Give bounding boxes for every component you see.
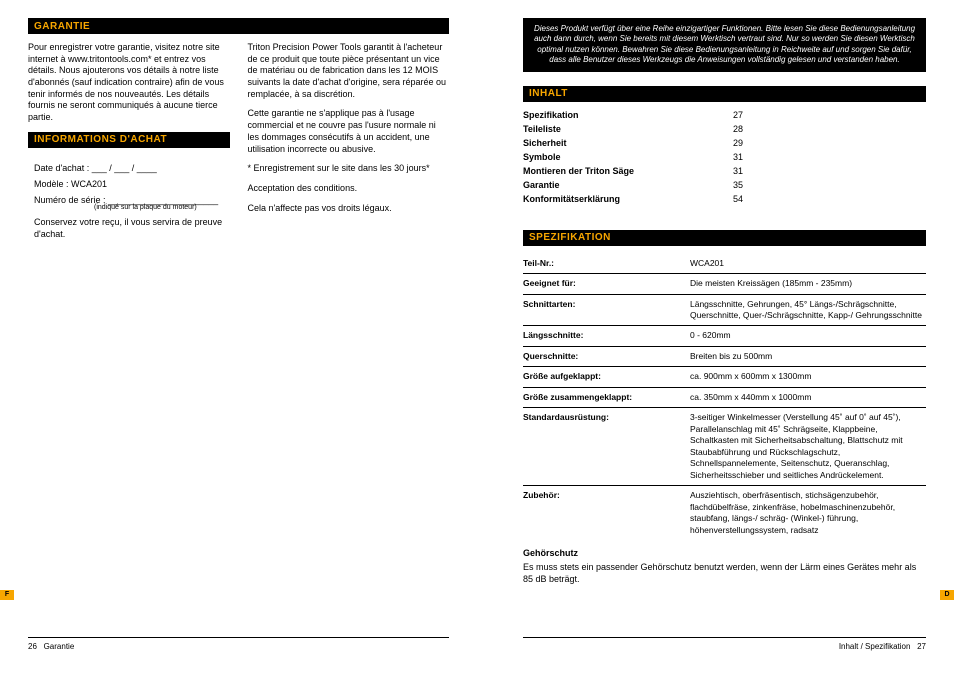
- spez-heading: SPEZIFIKATION: [523, 232, 617, 243]
- left-two-columns: Pour enregistrer votre garantie, visitez…: [28, 42, 449, 245]
- spec-row: Längsschnitte: 0 - 620mm: [523, 326, 926, 346]
- toc-label: Montieren der Triton Säge: [523, 166, 733, 176]
- spec-label: Querschnitte:: [523, 351, 678, 362]
- spec-row: Geeignet für: Die meisten Kreissägen (185…: [523, 274, 926, 294]
- toc-row: Garantie35: [523, 180, 926, 190]
- footer-left-group: 26 Garantie: [28, 642, 74, 651]
- warranty-p2: Cette garantie ne s'applique pas à l'usa…: [248, 108, 450, 155]
- footer-right-group: Inhalt / Spezifikation 27: [839, 642, 926, 651]
- spec-label: Längsschnitte:: [523, 330, 678, 341]
- purchase-model-line: Modèle : WCA201: [34, 176, 224, 192]
- toc-page: 31: [733, 166, 743, 176]
- footer-right-text: Inhalt / Spezifikation: [839, 642, 911, 651]
- spec-label: Schnittarten:: [523, 299, 678, 322]
- toc-label: Spezifikation: [523, 110, 733, 120]
- toc-row: Montieren der Triton Säge31: [523, 166, 926, 176]
- inhalt-heading: INHALT: [523, 88, 574, 99]
- spec-value: 0 - 620mm: [690, 330, 926, 341]
- toc-page: 29: [733, 138, 743, 148]
- warranty-p5: Cela n'affecte pas vos droits légaux.: [248, 203, 450, 215]
- spec-label: Größe aufgeklappt:: [523, 371, 678, 382]
- left-col-1: Pour enregistrer votre garantie, visitez…: [28, 42, 230, 245]
- spec-value: ca. 900mm x 600mm x 1300mm: [690, 371, 926, 382]
- toc-row: Konformitätserklärung54: [523, 194, 926, 204]
- spec-label: Teil-Nr.:: [523, 258, 678, 269]
- spec-row: Teil-Nr.: WCA201: [523, 254, 926, 274]
- gehorschutz-heading: Gehörschutz: [523, 548, 926, 558]
- spec-row: Schnittarten: Längsschnitte, Gehrungen, 4…: [523, 295, 926, 327]
- spec-row: Querschnitte: Breiten bis zu 500mm: [523, 347, 926, 367]
- intro-black-box: Dieses Produkt verfügt über eine Reihe e…: [523, 18, 926, 72]
- spec-row: Standardausrüstung:3-seitiger Winkelmess…: [523, 408, 926, 486]
- garantie-heading-bar: GARANTIE: [28, 18, 449, 34]
- left-col-2: Triton Precision Power Tools garantit à …: [248, 42, 450, 245]
- page-number-26: 26: [28, 642, 37, 651]
- spec-row: Zubehör: Ausziehtisch, oberfräsentisch, s…: [523, 486, 926, 540]
- spec-label: Geeignet für:: [523, 278, 678, 289]
- toc-label: Garantie: [523, 180, 733, 190]
- toc-page: 35: [733, 180, 743, 190]
- toc-label: Teileliste: [523, 124, 733, 134]
- page-spread: GARANTIE Pour enregistrer votre garantie…: [0, 0, 954, 675]
- toc-page: 54: [733, 194, 743, 204]
- tab-letter-d: D: [940, 590, 954, 600]
- spec-row: Größe zusammengeklappt: ca. 350mm x 440mm…: [523, 388, 926, 408]
- purchase-keep-receipt: Conservez votre reçu, il vous servira de…: [34, 217, 224, 240]
- page-right: Dieses Produkt verfügt über eine Reihe e…: [477, 0, 954, 675]
- toc-page: 27: [733, 110, 743, 120]
- garantie-paragraph: Pour enregistrer votre garantie, visitez…: [28, 42, 230, 124]
- purchase-info-box: Date d'achat : ___ / ___ / ____ Modèle :…: [28, 156, 230, 245]
- language-tab-left: F: [0, 590, 14, 600]
- spec-value: Die meisten Kreissägen (185mm - 235mm): [690, 278, 926, 289]
- toc-row: Teileliste28: [523, 124, 926, 134]
- tab-letter-f: F: [0, 590, 14, 600]
- toc-row: Symbole31: [523, 152, 926, 162]
- toc-label: Sicherheit: [523, 138, 733, 148]
- warranty-p3: * Enregistrement sur le site dans les 30…: [248, 163, 450, 175]
- inhalt-heading-bar: INHALT: [523, 86, 926, 102]
- warranty-p4: Acceptation des conditions.: [248, 183, 450, 195]
- spez-heading-bar: SPEZIFIKATION: [523, 230, 926, 246]
- toc-label: Symbole: [523, 152, 733, 162]
- toc-page: 31: [733, 152, 743, 162]
- footer-left-text: Garantie: [44, 642, 75, 651]
- spec-value: Längsschnitte, Gehrungen, 45° Längs-/Sch…: [690, 299, 926, 322]
- language-tab-right: D: [940, 590, 954, 600]
- spec-row: Größe aufgeklappt: ca. 900mm x 600mm x 13…: [523, 367, 926, 387]
- spec-label: Zubehör:: [523, 490, 678, 536]
- page-number-27: 27: [917, 642, 926, 651]
- gehorschutz-text: Es muss stets ein passender Gehörschutz …: [523, 562, 926, 585]
- info-heading-bar: INFORMATIONS D'ACHAT: [28, 132, 230, 148]
- garantie-heading: GARANTIE: [28, 21, 96, 32]
- page-left: GARANTIE Pour enregistrer votre garantie…: [0, 0, 477, 675]
- spec-value: Breiten bis zu 500mm: [690, 351, 926, 362]
- toc-page: 28: [733, 124, 743, 134]
- spec-value: ca. 350mm x 440mm x 1000mm: [690, 392, 926, 403]
- info-heading: INFORMATIONS D'ACHAT: [28, 134, 173, 145]
- footer-right: Inhalt / Spezifikation 27: [523, 637, 926, 651]
- footer-left: 26 Garantie: [28, 637, 449, 651]
- toc-row: Spezifikation27: [523, 110, 926, 120]
- spec-label: Standardausrüstung:: [523, 412, 678, 481]
- toc-label: Konformitätserklärung: [523, 194, 733, 204]
- toc-row: Sicherheit29: [523, 138, 926, 148]
- spec-value: 3-seitiger Winkelmesser (Verstellung 45˚…: [690, 412, 926, 481]
- spec-value: WCA201: [690, 258, 926, 269]
- warranty-p1: Triton Precision Power Tools garantit à …: [248, 42, 450, 100]
- toc-table: Spezifikation27 Teileliste28 Sicherheit2…: [523, 110, 926, 208]
- purchase-date-line: Date d'achat : ___ / ___ / ____: [34, 160, 224, 176]
- spec-value: Ausziehtisch, oberfräsentisch, stichsäge…: [690, 490, 926, 536]
- intro-italic-text: Dieses Produkt verfügt über eine Reihe e…: [533, 24, 916, 66]
- spec-table: Teil-Nr.: WCA201 Geeignet für: Die meisten…: [523, 254, 926, 540]
- spec-label: Größe zusammengeklappt:: [523, 392, 678, 403]
